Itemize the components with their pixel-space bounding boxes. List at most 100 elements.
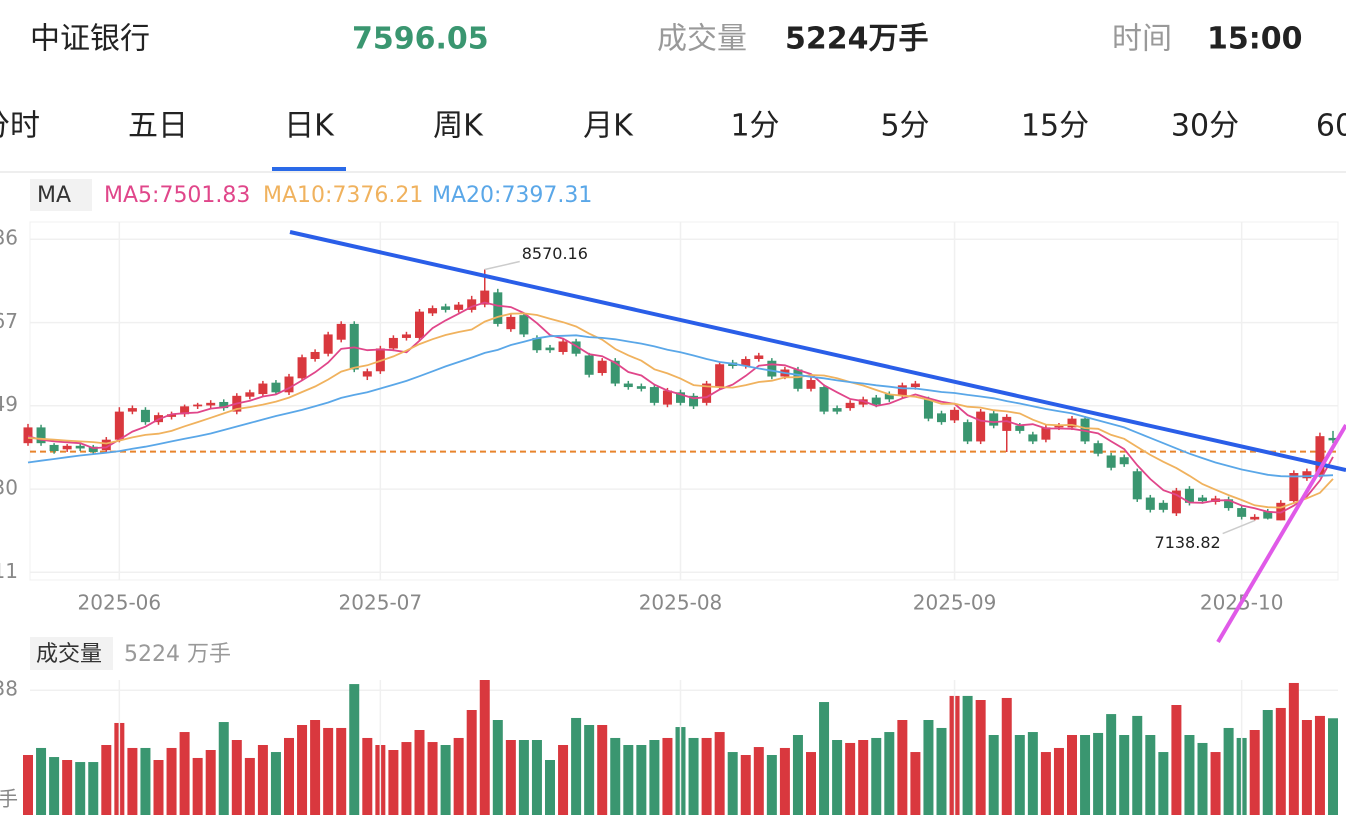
- candle-body: [1158, 502, 1168, 510]
- candle-body: [1106, 455, 1116, 468]
- volume-bar: [166, 747, 177, 815]
- candle-body: [1132, 471, 1142, 500]
- volume-bar: [806, 752, 816, 815]
- candle-body: [1002, 416, 1012, 431]
- volume-bar: [479, 680, 490, 815]
- volume-bar: [897, 720, 908, 815]
- unit-label: 万手: [0, 787, 18, 811]
- volume-bar: [427, 742, 438, 815]
- high-annotation: 8570.16: [522, 244, 588, 263]
- volume-bar: [1223, 727, 1234, 815]
- volume-bar: [779, 747, 790, 815]
- tab[interactable]: 五日: [128, 109, 188, 144]
- candle-body: [415, 311, 424, 338]
- volume-legend-title: 成交量: [36, 642, 102, 667]
- volume-bar: [388, 750, 399, 815]
- legend-ma5: MA5:7501.83: [104, 183, 250, 208]
- volume-bar: [36, 747, 47, 815]
- candle-body: [323, 334, 333, 354]
- candle-body: [375, 348, 385, 372]
- volume-bar: [584, 725, 595, 815]
- candle-body: [871, 397, 881, 405]
- candle-body: [75, 445, 85, 449]
- volume-value: 5224万手: [785, 22, 929, 57]
- tab[interactable]: 日K: [284, 109, 335, 144]
- candle-body: [532, 337, 542, 351]
- candle-body: [114, 411, 124, 440]
- volume-bar: [153, 760, 164, 815]
- tab[interactable]: 分时: [0, 109, 40, 144]
- plot-frame: [29, 221, 1339, 581]
- volume-bar: [218, 722, 229, 815]
- candle-body: [140, 409, 150, 423]
- volume-bar: [1053, 747, 1064, 815]
- candle-body: [636, 386, 646, 389]
- volume-bar: [270, 752, 281, 815]
- candle-body: [584, 355, 594, 375]
- candle-body: [441, 306, 451, 310]
- candle-body: [428, 308, 438, 314]
- candle-body: [493, 292, 503, 324]
- legend-box: [30, 179, 92, 211]
- annotation-leader: [1222, 519, 1255, 535]
- index-name: 中证银行: [30, 22, 150, 57]
- candle-body: [506, 316, 516, 330]
- candle-body: [1289, 473, 1299, 502]
- tab[interactable]: 5分: [880, 109, 929, 144]
- volume-bar: [179, 732, 190, 815]
- candle-body: [741, 358, 751, 367]
- volume-bar: [231, 740, 242, 815]
- volume-label: 成交量: [657, 22, 747, 57]
- volume-bar: [910, 752, 921, 815]
- candle-body: [1250, 516, 1260, 520]
- candle-body: [1119, 457, 1129, 465]
- tab[interactable]: 15分: [1021, 109, 1089, 144]
- tab[interactable]: 月K: [583, 109, 634, 144]
- volume-bar: [610, 737, 621, 815]
- trend-line: [1216, 423, 1346, 644]
- volume-bar: [766, 755, 777, 815]
- volume-bar: [1067, 735, 1077, 815]
- volume-bar: [1145, 735, 1156, 815]
- candle-body: [297, 357, 307, 379]
- candle-body: [910, 383, 920, 388]
- candle-body: [923, 399, 933, 419]
- candle-body: [480, 290, 490, 305]
- candle-body: [845, 402, 855, 409]
- candle-body: [545, 347, 555, 351]
- candle-body: [754, 355, 764, 359]
- volume-bar: [662, 737, 673, 815]
- volume-bar: [597, 725, 608, 815]
- candle-body: [937, 413, 946, 423]
- volume-bar: [440, 745, 451, 815]
- candle-body: [167, 414, 177, 417]
- volume-bar: [284, 737, 294, 815]
- x-tick-label: 2025-06: [78, 591, 162, 615]
- time-label: 时间: [1112, 22, 1172, 57]
- candle-body: [127, 408, 137, 412]
- candle-body: [702, 383, 712, 403]
- tab[interactable]: 60分: [1316, 109, 1346, 144]
- candle-body: [23, 427, 33, 444]
- volume-bar: [936, 727, 947, 815]
- candle-body: [715, 364, 725, 388]
- candle-body: [1171, 490, 1181, 514]
- legend-ma20: MA20:7397.31: [432, 183, 592, 208]
- y-tick-label: 8742.86: [0, 226, 18, 250]
- tab[interactable]: 1分: [730, 109, 779, 144]
- volume-bar: [1119, 735, 1130, 815]
- tab[interactable]: 周K: [433, 109, 484, 144]
- x-tick-label: 2025-08: [639, 591, 723, 615]
- volume-bar: [505, 740, 516, 815]
- candle-body: [1093, 443, 1103, 454]
- volume-bar: [531, 740, 542, 815]
- volume-bar: [62, 760, 73, 815]
- tab[interactable]: 30分: [1171, 109, 1239, 144]
- volume-bar: [714, 732, 725, 815]
- volume-bar: [1249, 730, 1260, 815]
- volume-bar: [362, 737, 373, 815]
- y-tick-label: 7318.30: [0, 476, 18, 500]
- volume-legend-value: 5224 万手: [124, 642, 231, 667]
- candle-body: [950, 409, 960, 421]
